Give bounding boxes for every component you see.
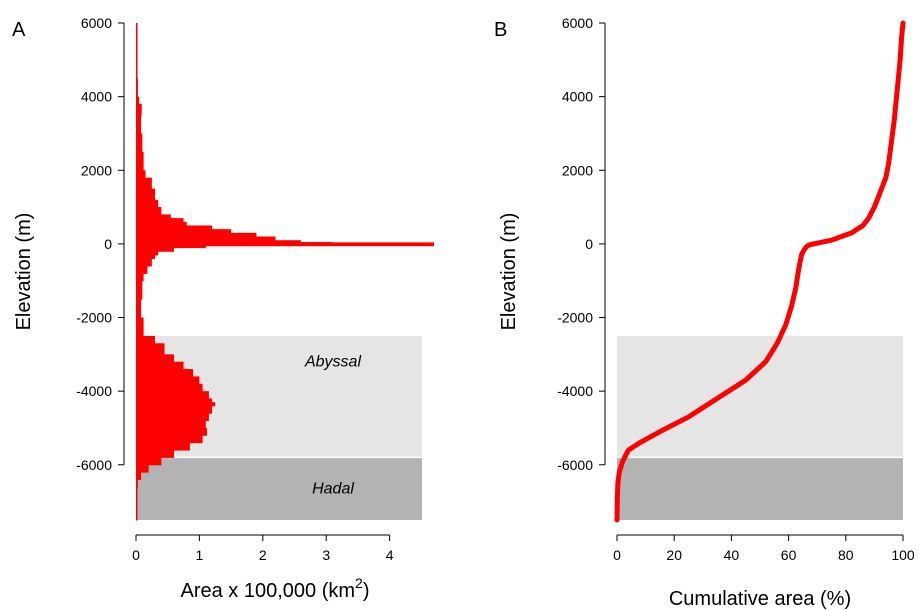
panel-b-y-axis-label: Elevation (m) xyxy=(498,213,520,331)
panel-a-bar xyxy=(136,299,142,319)
panel-a-y-tick-label: 0 xyxy=(104,236,112,252)
panel-a-bar xyxy=(136,254,156,260)
panel-a-bar xyxy=(136,464,149,473)
panel-a-bar xyxy=(136,435,203,444)
panel-a-bar xyxy=(136,335,156,344)
panel-a-bar xyxy=(136,96,140,105)
panel-a-bar xyxy=(136,442,190,451)
panel-a-x-axis-label-sup: 2 xyxy=(355,575,363,591)
panel-a-bar xyxy=(136,280,143,300)
panel-a-bar xyxy=(136,229,232,234)
panel-a-bar xyxy=(136,225,213,230)
panel-a-bar xyxy=(136,170,146,179)
panel-a-bar xyxy=(136,413,209,422)
panel-a-bar xyxy=(136,405,213,414)
panel-b-y-tick-label: -4000 xyxy=(557,383,593,399)
panel-a-bar xyxy=(136,398,213,403)
panel-a-bar xyxy=(136,23,138,61)
panel-a-x-axis-label-close: ) xyxy=(363,580,370,602)
panel-b-x-tick-label: 0 xyxy=(613,547,621,563)
panel-a-bar xyxy=(136,273,144,282)
panel-a-bar xyxy=(136,207,162,215)
panel-b-y-tick-label: -6000 xyxy=(557,457,593,473)
panel-a-bar xyxy=(136,232,257,238)
panel-a-x-tick-label: 0 xyxy=(132,547,140,563)
panel-a-bar xyxy=(136,383,203,392)
panel-a-bar xyxy=(136,420,206,429)
panel-b-y-tick-label: -2000 xyxy=(557,310,593,326)
panel-a-bar xyxy=(136,265,148,274)
panel-a-bar xyxy=(136,472,142,481)
panel-b-series-line xyxy=(614,20,906,523)
panel-a-y-tick-label: -6000 xyxy=(76,457,112,473)
panel-a-zone-hadal xyxy=(136,457,422,520)
panel-b-x-axis-label: Cumulative area (%) xyxy=(669,588,851,610)
panel-a-bar xyxy=(136,369,194,377)
panel-a-x-tick-label: 2 xyxy=(259,547,267,563)
panel-a-bar xyxy=(136,218,184,223)
panel-b-zone-0 xyxy=(617,335,903,458)
panel-b-y-tick-label: 4000 xyxy=(562,89,593,105)
panel-a-bar xyxy=(136,486,138,503)
panel-a-zone-label-hadal: Hadal xyxy=(312,481,354,498)
panel-b-x-tick-label: 20 xyxy=(666,547,682,563)
panel-a-bar xyxy=(136,376,200,385)
panel-a-y-tick-label: -2000 xyxy=(76,310,112,326)
panel-a-x-tick-label: 1 xyxy=(196,547,204,563)
panel-a-x-axis-label-main: Area x 100,000 (km xyxy=(181,580,356,602)
panel-b-zone-1 xyxy=(617,457,903,520)
panel-a-y-tick-label: -4000 xyxy=(76,383,112,399)
panel-a-bar xyxy=(136,221,187,226)
panel-a-bar-peak xyxy=(136,242,434,246)
panel-b-x-axis-label-main: Cumulative area (%) xyxy=(669,588,851,610)
panel-b-y-tick-label: 0 xyxy=(585,236,593,252)
panel-a-bar xyxy=(136,247,175,252)
panel-b-x-tick-label: 60 xyxy=(781,547,797,563)
panel-a-bar xyxy=(136,402,216,407)
panel-a-bar xyxy=(136,151,144,171)
panel-a-x-tick-label: 4 xyxy=(386,547,394,563)
panel-a-label: A xyxy=(12,19,26,41)
panel-a-zone-label-abyssal: Abyssal xyxy=(304,354,361,371)
panel-a-bar xyxy=(136,317,144,337)
panel-a-bar xyxy=(136,245,206,249)
panel-b-x-tick-label: 100 xyxy=(891,547,915,563)
panel-a-y-axis-label: Elevation (m) xyxy=(13,213,35,331)
panel-a-bar xyxy=(136,188,156,201)
panel-a-bar xyxy=(136,427,208,436)
panel-a-y-tick-label: 2000 xyxy=(81,162,112,178)
panel-a-bar xyxy=(136,115,142,134)
panel-b-y-tick-label: 2000 xyxy=(562,162,593,178)
panel-a-bar xyxy=(136,103,142,116)
panel-b-x-tick-label: 80 xyxy=(838,547,854,563)
panel-a-y-tick-label: 4000 xyxy=(81,89,112,105)
panel-a-bar xyxy=(136,501,138,521)
panel-a-bar xyxy=(136,450,175,458)
panel-a-y-tick-label: 6000 xyxy=(81,15,112,31)
panel-a-bar xyxy=(136,343,165,355)
panel-a-bar xyxy=(136,133,143,153)
panel-b-label: B xyxy=(494,19,507,41)
panel-a-bar xyxy=(136,361,184,370)
panel-b-x-tick-label: 40 xyxy=(724,547,740,563)
panel-a-bar xyxy=(136,391,209,400)
panel-a-bar xyxy=(136,199,159,208)
panel-a-bar xyxy=(136,354,175,363)
panel-a-bar xyxy=(136,59,138,79)
panel-a-bar xyxy=(136,78,138,98)
panel-a-bar xyxy=(136,177,152,190)
panel-a-bar xyxy=(136,457,162,466)
panel-a-bar xyxy=(136,240,301,243)
panel-a-bar xyxy=(136,258,152,267)
panel-a-x-tick-label: 3 xyxy=(322,547,330,563)
panel-a-bar xyxy=(136,236,276,241)
panel-a-x-axis-label: Area x 100,000 (km2) xyxy=(181,575,370,602)
panel-a-bar xyxy=(136,251,159,256)
panel-a-bar xyxy=(136,479,138,488)
panel-b-y-tick-label: 6000 xyxy=(562,15,593,31)
panel-a-bar xyxy=(136,214,171,219)
